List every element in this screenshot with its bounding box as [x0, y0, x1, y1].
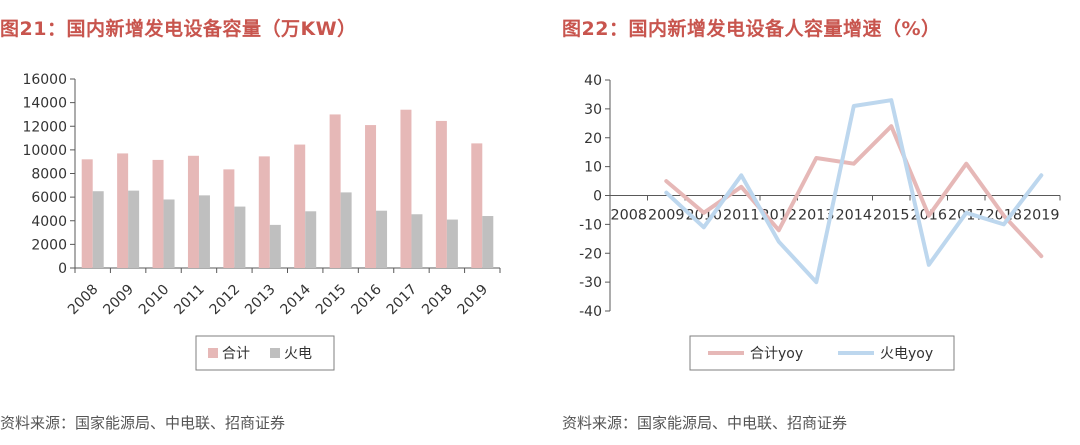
- legend-box: [195, 335, 335, 371]
- x-tick-label: 2015: [313, 282, 350, 319]
- bar: [198, 195, 210, 268]
- y-tick-label: -20: [579, 246, 602, 262]
- y-tick-label: 0: [593, 189, 602, 205]
- bar: [269, 224, 281, 268]
- capacity-bar-chart: 0 2000 4000 6000 8000 10000 12000 14000 16000 200…: [22, 72, 501, 371]
- bar: [471, 143, 483, 268]
- bar: [376, 210, 388, 268]
- bar: [340, 192, 352, 268]
- legend-label: 火电yoy: [880, 346, 933, 362]
- bar: [117, 153, 129, 268]
- bar: [187, 155, 199, 268]
- x-tick-label: 2019: [1023, 208, 1060, 224]
- y-tick-label: 20: [584, 131, 602, 147]
- y-tick-label: 40: [584, 73, 602, 89]
- bar: [411, 214, 423, 268]
- y-tick-label: 10000: [22, 143, 67, 159]
- bar: [365, 125, 377, 268]
- y-tick-label: -30: [579, 275, 602, 291]
- x-tick-label: 2011: [723, 208, 760, 224]
- legend-swatch: [270, 348, 280, 358]
- legend-label: 合计: [222, 346, 250, 362]
- y-tick-label: 0: [58, 261, 67, 277]
- bar: [223, 169, 235, 268]
- x-tick-label: 2018: [419, 282, 456, 319]
- bar: [234, 206, 246, 268]
- y-tick-label: 8000: [31, 167, 67, 183]
- series-line: [664, 124, 1044, 259]
- source-note: 资料来源：国家能源局、中电联、招商证券: [0, 414, 286, 432]
- bar: [446, 219, 458, 268]
- y-tick-label: 4000: [31, 214, 67, 230]
- x-tick-label: 2017: [384, 282, 421, 319]
- bar: [128, 190, 140, 268]
- bar: [258, 156, 270, 268]
- y-tick-label: 12000: [22, 119, 67, 135]
- y-tick-label: 2000: [31, 237, 67, 253]
- bar: [81, 159, 93, 268]
- y-tick-label: -40: [579, 304, 602, 320]
- y-tick-label: -10: [579, 217, 602, 233]
- bar: [152, 159, 164, 268]
- y-tick-label: 6000: [31, 190, 67, 206]
- x-tick-label: 2009: [100, 282, 137, 319]
- chart-title: 图22：国内新增发电设备人容量增速（%）: [562, 18, 941, 40]
- x-tick-label: 2019: [455, 282, 492, 319]
- legend-swatch: [208, 348, 218, 358]
- capacity-chart-panel: 图21：国内新增发电设备容量（万KW） 0 2000 4000 6000 8000 100…: [0, 18, 501, 432]
- bar: [329, 114, 341, 268]
- x-tick-label: 2014: [836, 208, 873, 224]
- x-tick-label: 2015: [873, 208, 910, 224]
- y-tick-label: 10: [584, 160, 602, 176]
- x-tick-label: 2012: [207, 282, 244, 319]
- y-tick-label: 16000: [22, 72, 67, 88]
- legend-label: 合计yoy: [750, 346, 803, 362]
- bar: [400, 109, 412, 269]
- chart-title: 图21：国内新增发电设备容量（万KW）: [0, 18, 357, 40]
- x-tick-label: 2016: [348, 281, 385, 318]
- bar: [163, 199, 175, 268]
- series-line: [664, 98, 1044, 285]
- x-tick-label: 2014: [278, 281, 315, 318]
- x-tick-label: 2013: [242, 282, 279, 319]
- y-tick-label: 30: [584, 102, 602, 118]
- bar: [305, 211, 317, 268]
- source-note: 资料来源：国家能源局、中电联、招商证券: [562, 414, 848, 432]
- bar: [435, 120, 447, 268]
- y-tick-label: 14000: [22, 96, 67, 112]
- x-tick-label: 2013: [798, 208, 835, 224]
- x-tick-label: 2009: [648, 208, 685, 224]
- bar: [294, 144, 306, 268]
- x-tick-label: 2010: [136, 282, 173, 319]
- x-tick-label: 2011: [171, 282, 208, 319]
- bar: [482, 216, 494, 268]
- legend-label: 火电: [284, 346, 312, 362]
- growth-chart-panel: 图22：国内新增发电设备人容量增速（%） -40 -30 -20 -10 0 10 20 30…: [562, 0, 1080, 445]
- x-tick-label: 2008: [65, 282, 102, 319]
- x-tick-label: 2008: [611, 208, 648, 224]
- bar: [92, 191, 104, 268]
